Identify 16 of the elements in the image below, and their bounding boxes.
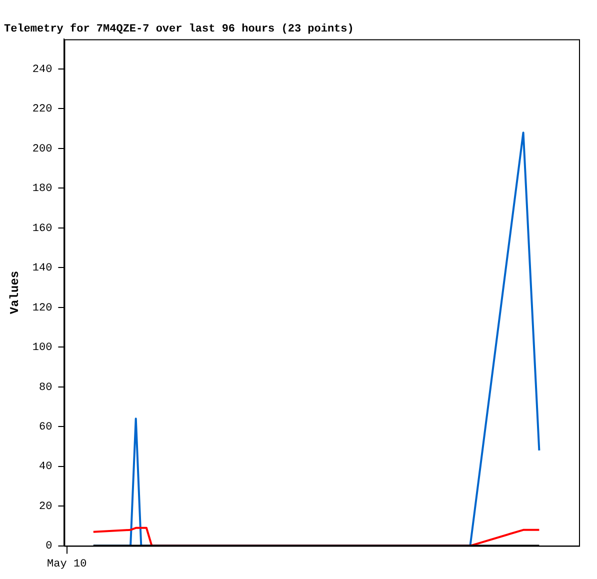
chart-title: Telemetry for 7M4QZE-7 over last 96 hours (23 points) <box>4 22 354 36</box>
y-tick-label: 80 <box>39 382 52 394</box>
y-tick-label: 20 <box>39 500 52 513</box>
y-tick-label: 120 <box>32 302 52 314</box>
y-tick-label: 40 <box>39 461 52 474</box>
y-tick-label: 140 <box>32 262 52 275</box>
y-tick-label: 200 <box>32 143 52 156</box>
y-tick-label: 0 <box>46 540 52 553</box>
y-axis-title: Values <box>8 270 22 314</box>
y-tick-label: 240 <box>32 64 52 76</box>
y-tick-label: 100 <box>32 342 52 354</box>
y-tick-label: 220 <box>32 104 52 116</box>
x-tick-label: May 10 <box>47 558 87 570</box>
y-tick-label: 180 <box>32 183 52 196</box>
y-tick-label: 160 <box>32 222 52 235</box>
y-tick-label: 60 <box>39 422 52 434</box>
